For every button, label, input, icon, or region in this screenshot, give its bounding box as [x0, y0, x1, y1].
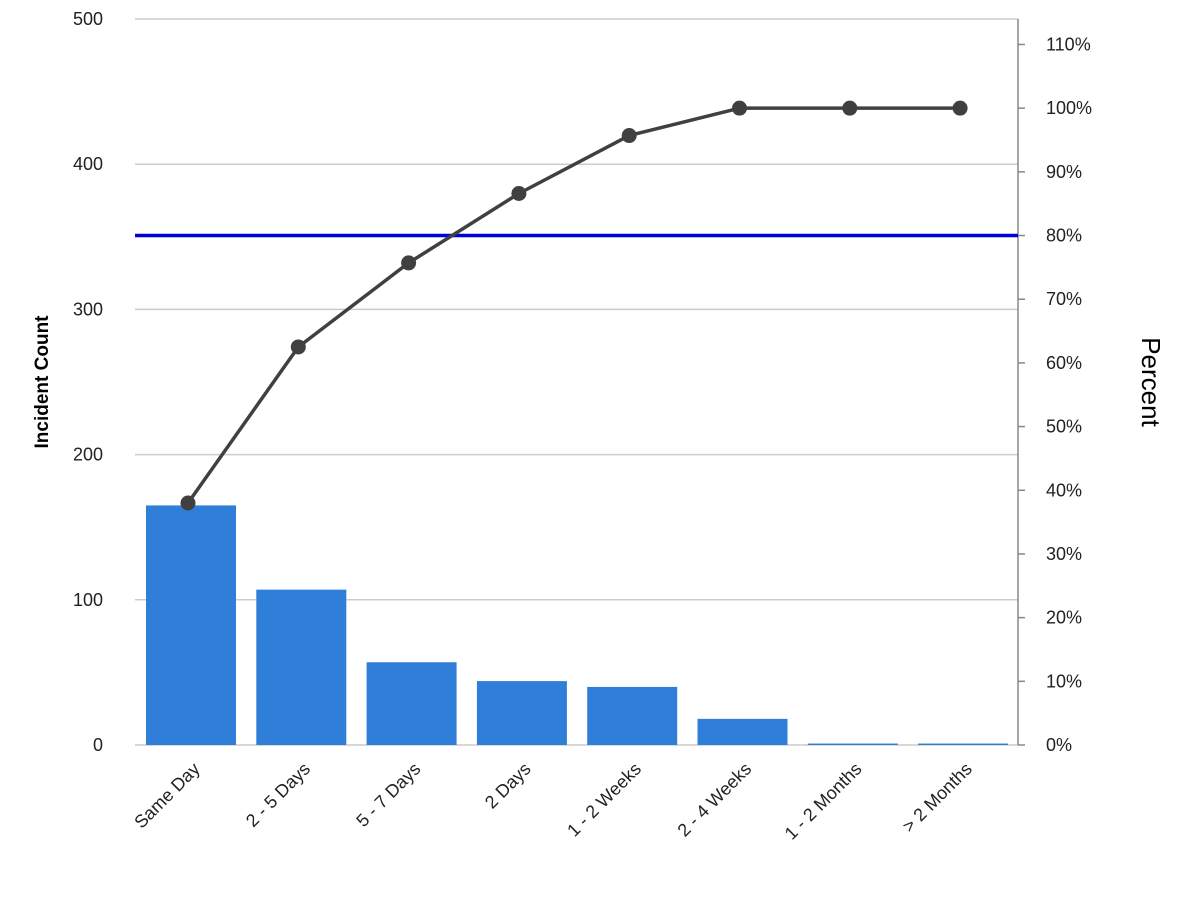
y2-tick-label: 30% [1046, 544, 1082, 564]
x-tick-label: 1 - 2 Months [781, 759, 866, 844]
y2-tick-label: 0% [1046, 735, 1072, 755]
x-axis-ticks: Same Day 2 - 5 Days 5 - 7 Days 2 Days 1 - 2 … [130, 759, 976, 844]
cumulative-line-group [180, 100, 968, 511]
y2-tick-label: 10% [1046, 671, 1082, 691]
cumulative-point [952, 100, 968, 116]
cumulative-point [621, 128, 637, 144]
x-tick-label: > 2 Months [898, 759, 975, 836]
cumulative-point [180, 495, 196, 511]
bar [807, 743, 898, 745]
x-tick-label: 2 - 4 Weeks [674, 759, 756, 841]
x-tick-label: 1 - 2 Weeks [563, 759, 645, 841]
y2-tick-label: 80% [1046, 226, 1082, 246]
y-tick-label: 100 [73, 590, 103, 610]
bar [476, 681, 567, 745]
y2-tick-label: 50% [1046, 417, 1082, 437]
y2-tick-label: 60% [1046, 353, 1082, 373]
y-tick-label: 0 [93, 735, 103, 755]
x-tick-label: 5 - 7 Days [352, 759, 424, 831]
y-tick-label: 200 [73, 445, 103, 465]
right-axis-ticks: 0% 10% 20% 30% 40% 50% 60% 70% 80% 90% 100% 110% [1018, 34, 1092, 755]
bar [366, 662, 457, 745]
x-tick-label: Same Day [130, 759, 204, 833]
left-axis-ticks: 0 100 200 300 400 500 [73, 9, 103, 755]
y2-axis-label: Percent [1136, 337, 1166, 427]
bar [146, 505, 236, 745]
cumulative-point [732, 100, 747, 116]
bar [587, 686, 678, 745]
cumulative-point [401, 255, 417, 271]
bar [256, 589, 347, 745]
y2-tick-label: 90% [1046, 162, 1082, 182]
bar [697, 718, 788, 745]
y2-tick-label: 70% [1046, 289, 1082, 309]
y2-tick-label: 40% [1046, 480, 1082, 500]
x-tick-label: 2 - 5 Days [242, 759, 314, 831]
y2-tick-label: 100% [1046, 98, 1092, 118]
y2-tick-label: 110% [1046, 34, 1091, 54]
y2-tick-label: 20% [1046, 608, 1082, 628]
y-axis-label: Incident Count [32, 315, 53, 449]
cumulative-point [842, 100, 858, 116]
x-tick-label: 2 Days [481, 759, 535, 813]
y-tick-label: 400 [73, 154, 103, 174]
cumulative-point [290, 339, 306, 355]
cumulative-point [511, 185, 527, 201]
bar [918, 743, 1009, 745]
y-tick-label: 300 [73, 299, 103, 319]
bars [146, 505, 1009, 745]
cumulative-line [186, 106, 961, 505]
y-tick-label: 500 [73, 9, 103, 29]
